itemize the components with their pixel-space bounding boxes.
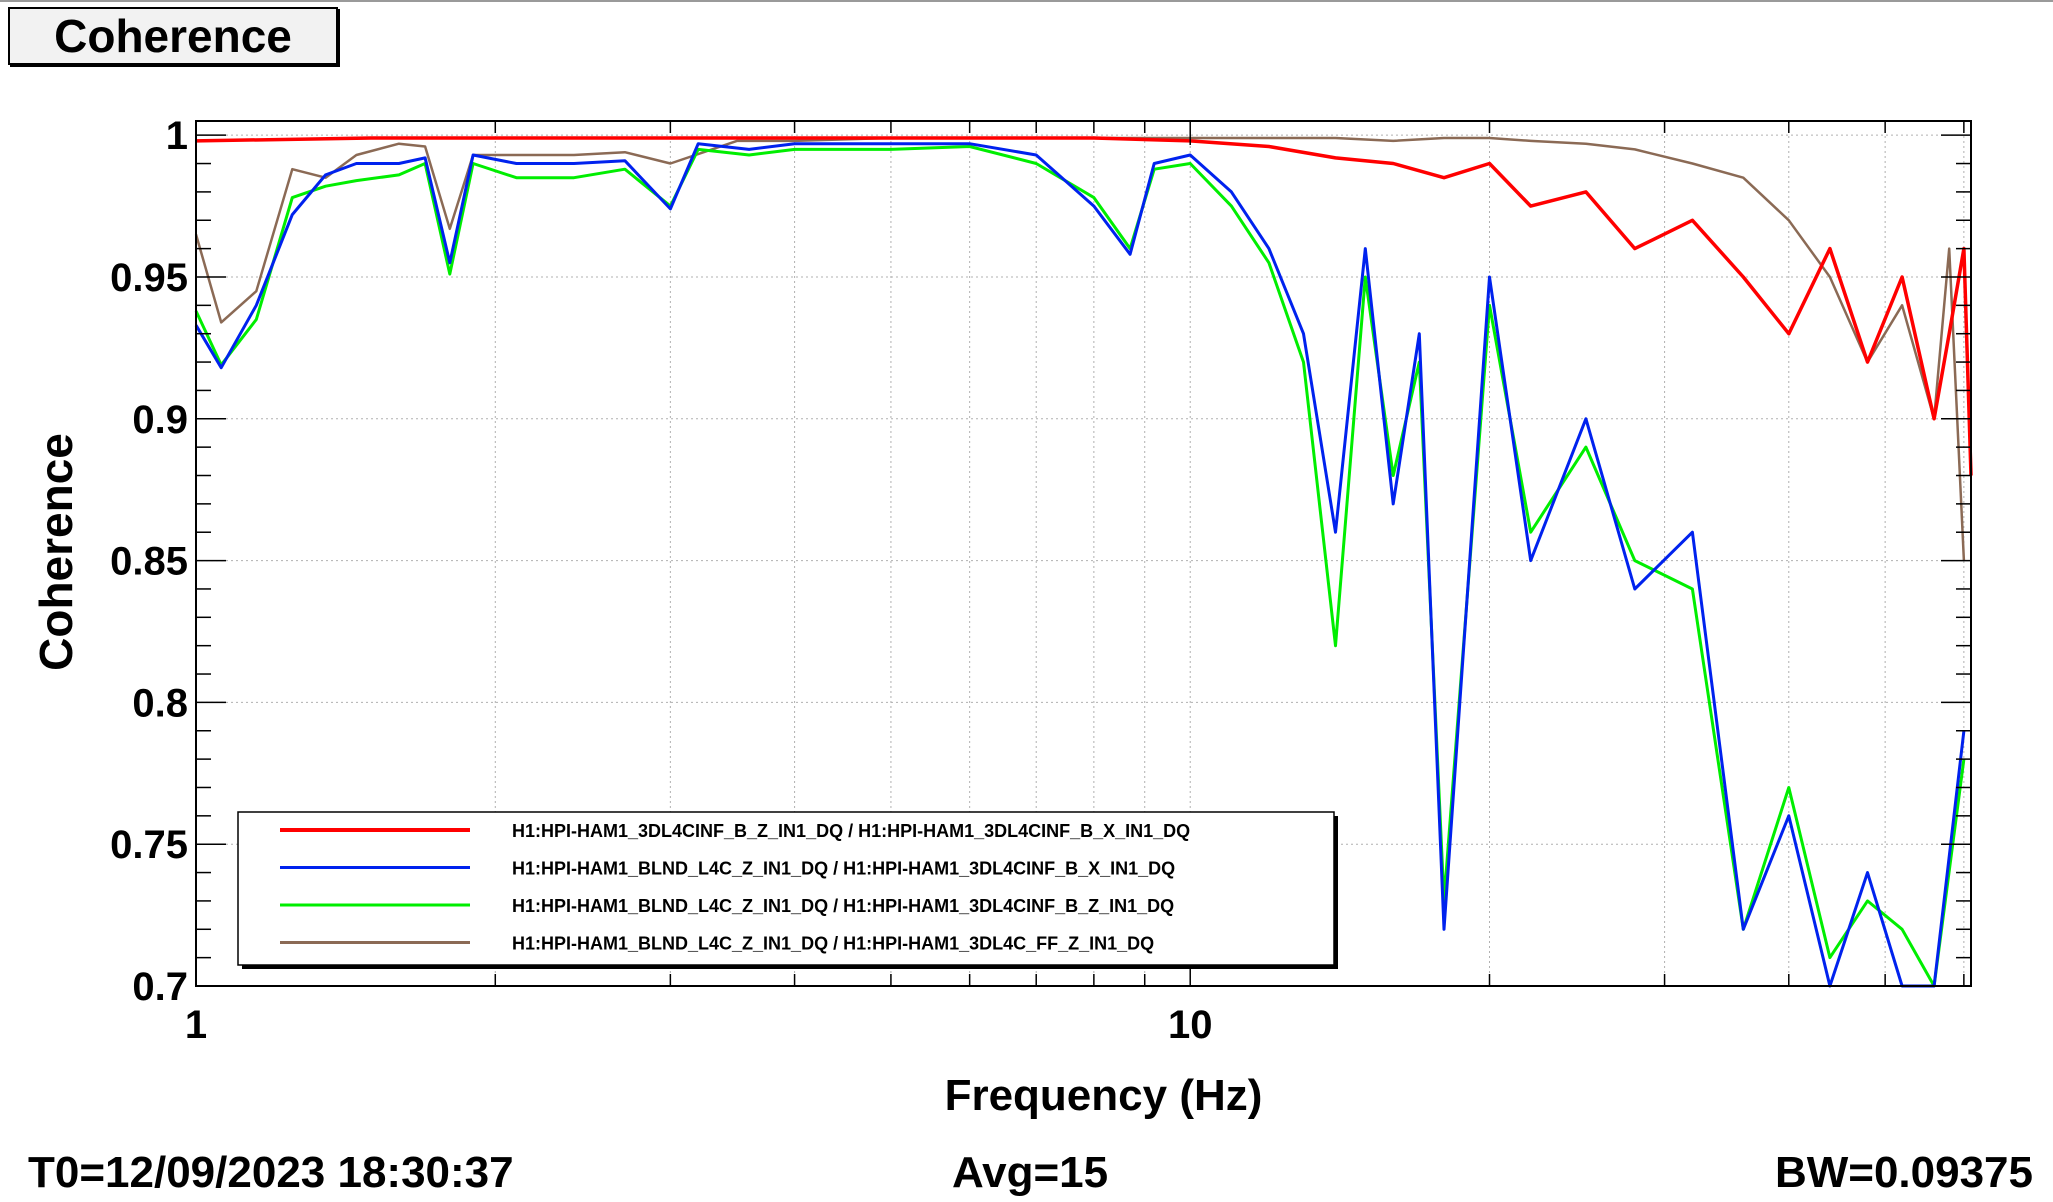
footer-t0: T0=12/09/2023 18:30:37	[28, 1148, 514, 1197]
legend-entry-label: H1:HPI-HAM1_BLND_L4C_Z_IN1_DQ / H1:HPI-H…	[512, 859, 1175, 879]
legend-entry-label: H1:HPI-HAM1_BLND_L4C_Z_IN1_DQ / H1:HPI-H…	[512, 896, 1174, 916]
series-line-1	[195, 136, 1973, 476]
footer-bw: BW=0.09375	[1774, 1148, 2033, 1197]
labels-layer: 1 10 0.7 0.75 0.8 0.85 0.9 0.95 1 Frequency (Hz) C…	[30, 114, 1262, 1120]
legend-entry-label: H1:HPI-HAM1_3DL4CINF_B_Z_IN1_DQ / H1:HPI…	[512, 821, 1190, 841]
y-tick-label: 0.9	[132, 398, 188, 442]
plot-title-label: Coherence	[54, 10, 292, 62]
y-tick-label: 0.7	[132, 965, 188, 1009]
plot-title-box[interactable]: Coherence	[8, 7, 338, 65]
x-tick-label: 1	[185, 1003, 207, 1047]
footer-avg: Avg=15	[952, 1148, 1109, 1197]
y-axis-label: Coherence	[30, 433, 82, 671]
legend-entry-label: H1:HPI-HAM1_BLND_L4C_Z_IN1_DQ / H1:HPI-H…	[512, 934, 1154, 954]
y-tick-label: 1	[166, 114, 188, 158]
legend: H1:HPI-HAM1_3DL4CINF_B_Z_IN1_DQ / H1:HPI…	[237, 811, 1338, 969]
series-line-4	[194, 136, 1966, 561]
series-line-2	[194, 142, 1966, 988]
x-tick-label: 10	[1168, 1003, 1213, 1047]
y-tick-label: 0.75	[110, 823, 188, 867]
y-tick-label: 0.85	[110, 540, 188, 584]
series-layer	[194, 136, 1973, 988]
y-tick-label: 0.8	[132, 681, 188, 725]
top-rule	[0, 0, 2053, 2]
y-tick-label: 0.95	[110, 256, 188, 300]
x-axis-label: Frequency (Hz)	[945, 1071, 1263, 1120]
plot-frame	[195, 120, 1972, 987]
ticks-layer	[195, 121, 1971, 987]
legend-box	[237, 811, 1335, 966]
